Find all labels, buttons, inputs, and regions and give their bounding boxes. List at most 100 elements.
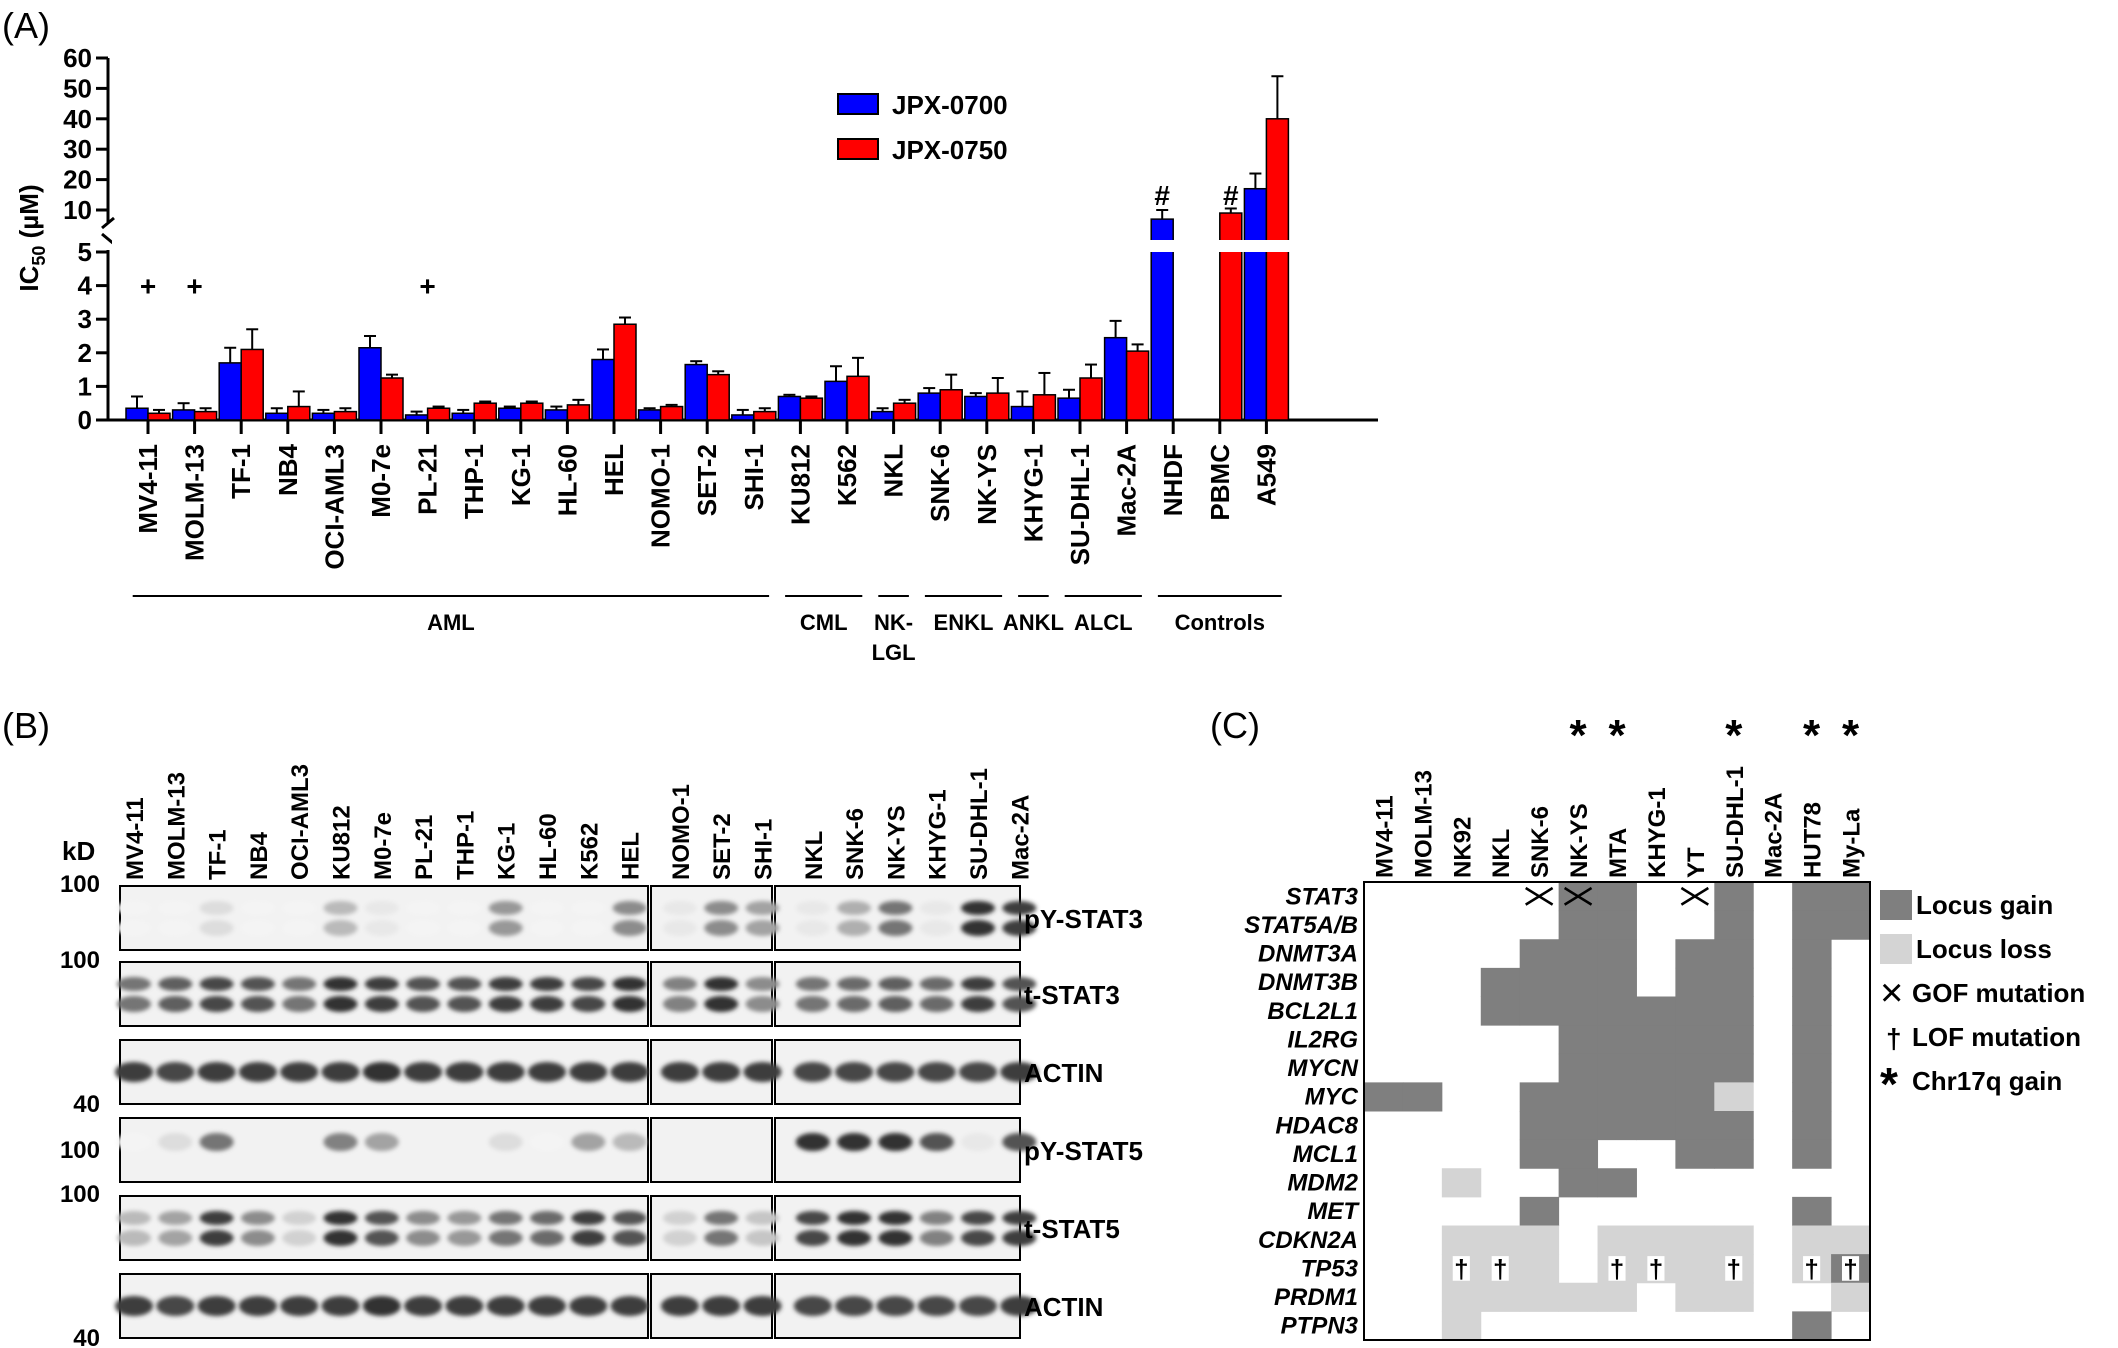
band (961, 996, 995, 1012)
lof-dagger: † (1610, 1254, 1624, 1284)
row-label: MDM2 (1287, 1170, 1358, 1197)
a-legend: JPX-0700 JPX-0750 (837, 90, 1008, 165)
blot-actin: ACTIN 40 (73, 1273, 1103, 1348)
panel-label-b: (B) (2, 705, 50, 746)
x-tick-label: MV4-11 (133, 444, 163, 534)
band (743, 1062, 782, 1082)
y-tick-label: 2 (78, 338, 92, 368)
a-y-axis-title: IC50 (µM) (14, 184, 49, 291)
chr17q-star: * (1803, 711, 1821, 760)
band (404, 1062, 443, 1082)
band (919, 901, 954, 915)
band (486, 1062, 525, 1082)
band (530, 977, 564, 991)
blot-py-stat5: pY-STAT5 100 (60, 1117, 1143, 1183)
lane-label: HL-60 (535, 813, 562, 880)
annotation-mark: # (1223, 180, 1239, 211)
band (323, 1230, 358, 1246)
band (795, 920, 830, 936)
panel-b-western-blot: kD MV4-11 MOLM-13 TF-1 NB4 OCI-AML3 KU812 M0-7… (60, 764, 1143, 1348)
row-label: IL2RG (1287, 1026, 1358, 1053)
band (530, 920, 564, 936)
panel-label-a: (A) (2, 5, 50, 46)
x-tick-label: K562 (832, 444, 862, 506)
x-tick-label: Mac-2A (1112, 444, 1142, 537)
band (612, 901, 647, 915)
group-label: ENKL (934, 610, 994, 635)
lane-label: KG-1 (494, 823, 521, 880)
axis-break-mark (101, 216, 115, 230)
column-label: MOLM-13 (1410, 770, 1437, 878)
heatmap-cell (1792, 1025, 1832, 1055)
band (445, 1062, 484, 1082)
band (1002, 901, 1037, 915)
band (282, 1211, 317, 1225)
band (280, 1062, 319, 1082)
lane-label: PL-21 (411, 815, 438, 880)
band (156, 1062, 195, 1082)
blot-frame (119, 961, 649, 1027)
heatmap-cell (1675, 1139, 1715, 1169)
band (745, 1230, 780, 1246)
band (837, 977, 872, 991)
bar-jpx-0700 (498, 407, 522, 421)
band (660, 1296, 699, 1316)
bar-jpx-0700 (451, 412, 475, 421)
bar-jpx-0700 (1103, 336, 1128, 421)
heatmap-cell (1675, 1225, 1715, 1255)
band (878, 901, 913, 915)
blot-frame (650, 1195, 773, 1261)
bar-jpx-0750 (799, 397, 824, 421)
bar-jpx-0750 (147, 412, 171, 421)
legend-lof-icon: † (1886, 1023, 1902, 1054)
heatmap-cell (1519, 1282, 1560, 1312)
band (364, 1230, 399, 1246)
x-tick-label: KG-1 (506, 444, 536, 506)
heatmap-cell (1792, 910, 1832, 940)
band (795, 1211, 830, 1225)
band (158, 901, 193, 915)
bar-jpx-0700 (777, 395, 802, 421)
band (486, 1296, 525, 1316)
heatmap-cell (1831, 910, 1871, 940)
heatmap-cell (1558, 939, 1599, 969)
band (528, 1296, 566, 1316)
heatmap-cell (1714, 967, 1754, 997)
band (878, 1230, 913, 1246)
band (321, 1062, 360, 1082)
heatmap-cell (1558, 1111, 1599, 1141)
band (571, 1230, 606, 1246)
x-tick-label: NOMO-1 (646, 444, 676, 548)
x-tick-label: PL-21 (413, 444, 443, 515)
heatmap-cell (1558, 1168, 1599, 1198)
band (323, 901, 358, 915)
band (612, 977, 647, 991)
band (323, 996, 358, 1012)
row-label: MYCN (1287, 1055, 1358, 1082)
band (704, 920, 739, 936)
band (959, 1062, 997, 1082)
column-label: SNK-6 (1527, 806, 1554, 878)
band (199, 901, 234, 915)
band (1000, 1296, 1039, 1316)
heatmap-cell (1519, 1196, 1560, 1226)
band (704, 901, 739, 915)
bar-jpx-0700 (358, 347, 382, 421)
band (795, 901, 830, 915)
band (919, 996, 954, 1012)
bar-jpx-0700 (591, 358, 615, 421)
heatmap-cell (1792, 882, 1832, 912)
lof-cell-bg (1803, 1256, 1821, 1281)
bar-jpx-0750 (892, 402, 917, 421)
band (445, 1296, 484, 1316)
heatmap-cell (1792, 1139, 1832, 1169)
band (488, 996, 523, 1012)
band (835, 1296, 874, 1316)
lane-label: NB4 (246, 831, 273, 880)
b-lane-labels: MV4-11 MOLM-13 TF-1 NB4 OCI-AML3 KU812 M0-7e PL… (122, 764, 1034, 880)
band (115, 1296, 153, 1316)
band (612, 1211, 647, 1225)
bar-jpx-0750 (846, 375, 870, 421)
